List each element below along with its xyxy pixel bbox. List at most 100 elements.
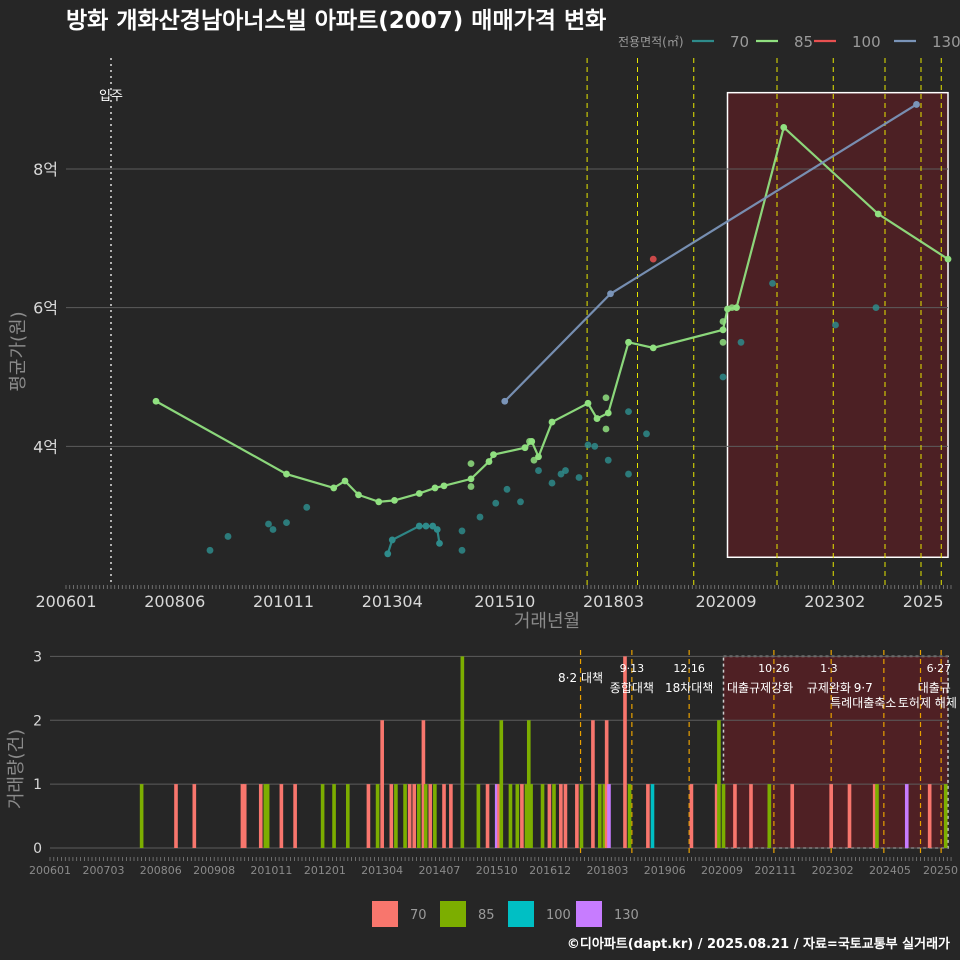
series-point-85 [355,491,362,499]
legend-label-85: 85 [794,33,813,51]
series-point-70 [584,441,592,449]
series-point-130 [913,101,920,108]
bottom-legend: 70 85 100 130 [372,901,639,927]
volume-x-tick-label: 201510 [476,864,518,877]
volume-bar-85 [597,784,602,848]
volume-bar-70 [623,656,627,848]
series-point-70 [548,479,556,487]
series-point-85 [604,409,612,417]
series-point-70 [436,539,443,547]
series-point-70 [265,520,272,528]
volume-bar-70 [485,784,490,848]
volume-x-tick-label: 201803 [586,864,628,877]
series-point-85 [152,397,160,405]
bottom-legend-label-130: 130 [614,908,639,923]
volume-y-tick-label: 2 [33,713,42,729]
volume-x-tick-label: 202009 [701,864,743,877]
volume-bar-85 [433,784,437,848]
series-point-70 [535,467,542,474]
volume-y-axis-title: 거래량(건) [6,729,27,809]
volume-bar-85 [529,784,533,848]
legend-label-130: 130 [932,33,960,51]
volume-bar-85 [717,720,721,848]
x-tick-label: 201304 [362,592,423,611]
series-point-70 [832,321,839,329]
bottom-legend-key-100 [508,901,534,927]
volume-bar-70 [442,784,446,848]
volume-x-tick-label: 202302 [812,864,854,877]
volume-x-tick-label: 201201 [304,864,346,877]
policy-annotation: 12·16 [673,662,705,675]
volume-bar-85 [375,784,380,848]
volume-y-tick-label: 1 [33,777,42,793]
series-point-70 [872,304,880,312]
volume-bar-70 [790,784,795,848]
series-point-70 [458,527,466,535]
chart-title: 방화 개화산경남아너스빌 아파트(2007) 매매가격 변화 [66,8,606,34]
bottom-legend-label-85: 85 [478,908,495,923]
policy-annotation: 토허제 해제 [898,696,957,710]
series-point-85 [719,338,727,346]
series-point-70 [492,499,500,507]
series-point-70 [625,408,632,416]
series-point-85 [440,482,448,490]
policy-annotation: 규제완화 [807,681,851,695]
series-point-70 [422,522,430,530]
legend-label-100: 100 [852,33,881,51]
policy-annotation: 종합대책 [610,680,654,695]
volume-bar-85 [524,784,529,848]
volume-bar-85 [540,784,545,848]
volume-bar-85 [417,784,421,848]
series-point-85 [467,483,475,490]
volume-bar-85 [460,656,465,848]
bottom-legend-key-85 [440,901,466,927]
volume-bar-85 [345,784,350,848]
volume-bar-85 [320,784,325,848]
series-point-85 [625,338,632,346]
volume-x-tick-label: 201407 [418,864,460,877]
series-point-85 [431,484,439,492]
volume-bar-70 [192,784,197,848]
volume-bar-85 [526,720,531,848]
volume-bar-85 [602,784,607,848]
series-point-70 [433,526,441,533]
series-point-85 [283,470,290,478]
series-point-70 [224,533,232,540]
volume-bar-85 [139,784,144,848]
series-point-85 [593,415,601,422]
volume-bar-70 [242,784,247,848]
series-point-85 [341,477,349,485]
series-point-130 [501,397,509,405]
y-tick-label: 6억 [33,299,58,318]
x-tick-label: 201011 [253,592,314,611]
policy-annotation: 대출규 [918,681,951,695]
series-point-70 [643,430,650,438]
x-tick-label: 200601 [35,592,96,611]
volume-bar-70 [412,784,417,848]
series-point-70 [625,470,632,478]
volume-bar-70 [847,784,852,848]
source-caption: ©디아파트(dapt.kr) / 2025.08.21 / 자료=국토교통부 실… [567,936,950,952]
bottom-legend-key-130 [576,901,602,927]
policy-annotation: 특례대출축소 [830,696,896,710]
volume-x-tick-label: 200806 [140,864,182,877]
volume-bar-70 [258,784,263,848]
volume-bar-70 [563,784,568,848]
volume-bar-70 [591,720,595,848]
x-tick-label: 202009 [695,592,756,611]
series-point-85 [467,475,475,483]
volume-bar-130 [607,784,611,848]
legend-label-70: 70 [730,33,749,51]
volume-bar-70 [520,784,524,848]
series-point-85 [728,304,736,312]
x-tick-label: 201803 [583,592,644,611]
x-tick-label: 202302 [804,592,865,611]
top-legend-title: 전용면적(㎡) [618,35,684,49]
series-point-85 [649,344,657,352]
volume-bar-100 [650,784,655,848]
volume-bar-70 [559,784,563,848]
volume-bar-70 [293,784,297,848]
volume-bar-85 [394,784,398,848]
volume-bar-85 [332,784,336,848]
